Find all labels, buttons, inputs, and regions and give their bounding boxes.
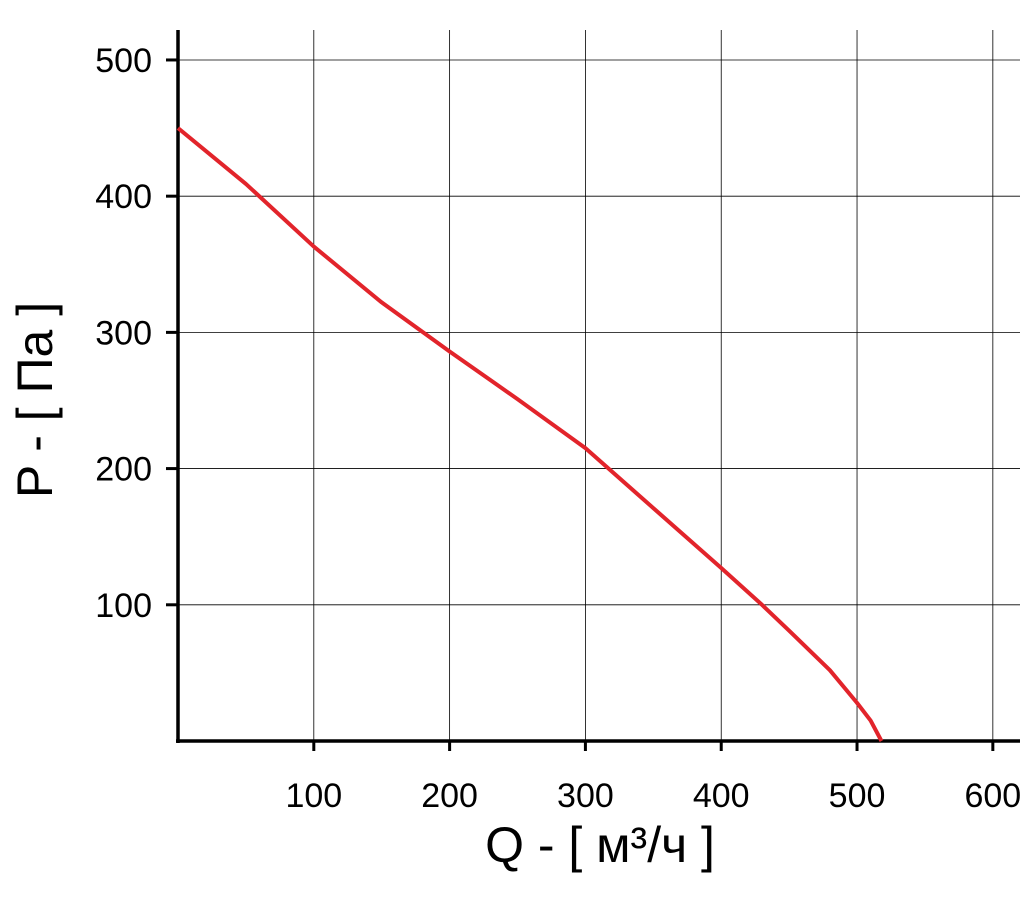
- y-tick-label: 400: [95, 178, 152, 216]
- y-axis-label: P - [ Па ]: [7, 302, 63, 498]
- x-tick-label: 300: [557, 777, 614, 815]
- y-tick-label: 500: [95, 42, 152, 80]
- x-axis-label: Q - [ м³/ч ]: [485, 817, 715, 873]
- data-line: [176, 126, 884, 742]
- x-tick-label: 500: [829, 777, 886, 815]
- x-tick-label: 600: [964, 777, 1021, 815]
- x-tick-label: 200: [421, 777, 478, 815]
- y-tick-label: 100: [95, 587, 152, 625]
- y-tick-label: 300: [95, 314, 152, 352]
- y-tick-label: 200: [95, 451, 152, 489]
- x-tick-label: 100: [285, 777, 342, 815]
- x-tick-label: 400: [693, 777, 750, 815]
